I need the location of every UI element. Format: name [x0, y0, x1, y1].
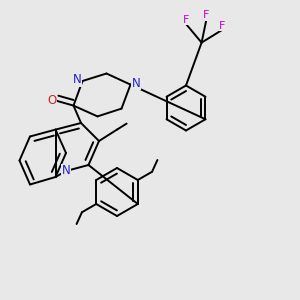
Text: F: F	[219, 21, 225, 31]
Text: O: O	[47, 94, 56, 107]
Text: F: F	[203, 10, 210, 20]
Text: F: F	[183, 15, 189, 25]
Text: N: N	[61, 164, 70, 178]
Text: N: N	[73, 73, 82, 86]
Text: N: N	[131, 77, 140, 90]
